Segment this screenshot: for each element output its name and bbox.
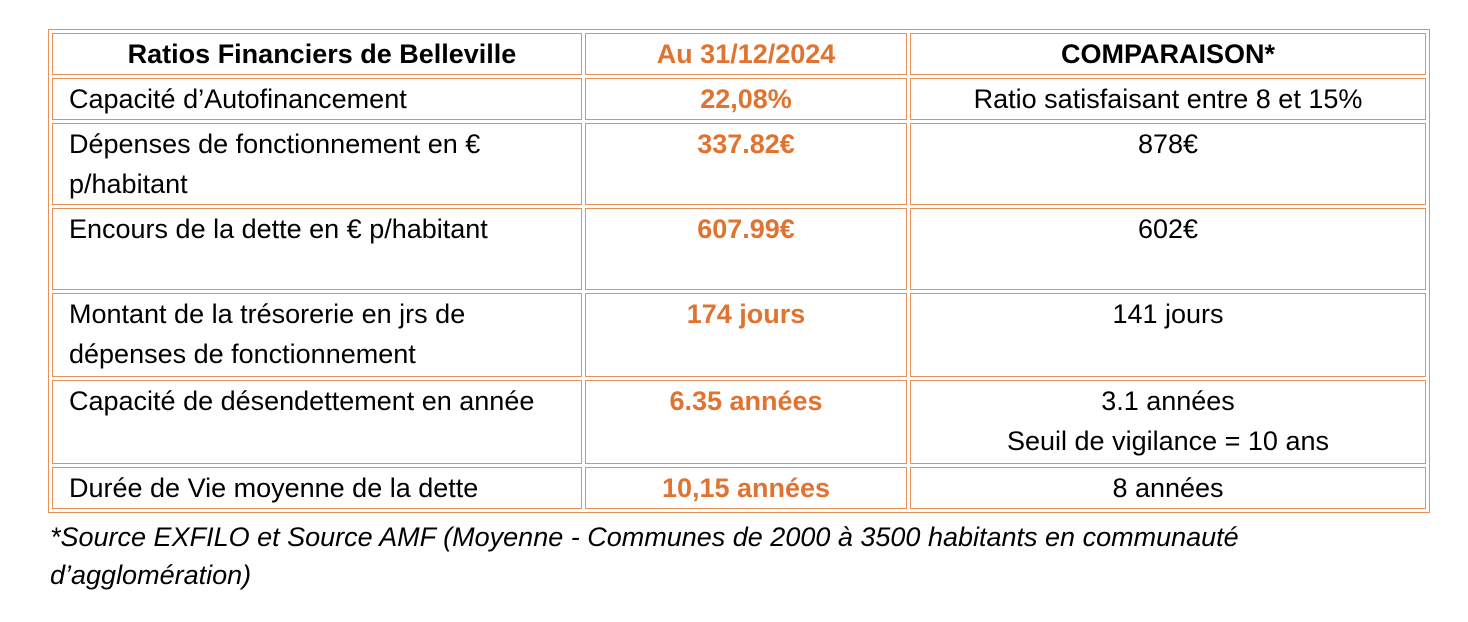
label-cell: Durée de Vie moyenne de la dette: [52, 467, 582, 509]
value-cell: 6.35 années: [585, 380, 907, 464]
row: Durée de Vie moyenne de la dette 10,15 a…: [52, 467, 1426, 509]
comparison-cell: 8 années: [910, 467, 1426, 509]
row: Montant de la trésorerie en jrs de dépen…: [52, 293, 1426, 377]
label-cell: Encours de la dette en € p/habitant: [52, 208, 582, 290]
row: Dépenses de fonctionnement en € p/habita…: [52, 123, 1426, 205]
label-cell: Montant de la trésorerie en jrs de dépen…: [52, 293, 582, 377]
comparison-cell: 141 jours: [910, 293, 1426, 377]
table-container: Ratios Financiers de Belleville Au 31/12…: [48, 29, 1430, 513]
comparison-line: 3.1 années: [1101, 386, 1235, 416]
comparison-line: Seuil de vigilance = 10 ans: [1007, 426, 1329, 456]
header-row: Ratios Financiers de Belleville Au 31/12…: [52, 33, 1426, 75]
header-cell: Ratios Financiers de Belleville: [52, 33, 582, 75]
value-cell: 174 jours: [585, 293, 907, 377]
value-cell: 337.82€: [585, 123, 907, 205]
label-cell: Dépenses de fonctionnement en € p/habita…: [52, 123, 582, 205]
comparison-cell: 3.1 années Seuil de vigilance = 10 ans: [910, 380, 1426, 464]
comparison-cell: 602€: [910, 208, 1426, 290]
row: Encours de la dette en € p/habitant 607.…: [52, 208, 1426, 290]
comparison-cell: 878€: [910, 123, 1426, 205]
row: Capacité d’Autofinancement 22,08% Ratio …: [52, 78, 1426, 120]
label-cell: Capacité d’Autofinancement: [52, 78, 582, 120]
value-cell: 10,15 années: [585, 467, 907, 509]
value-cell: 607.99€: [585, 208, 907, 290]
ratios-table: Ratios Financiers de Belleville Au 31/12…: [48, 29, 1430, 513]
comparison-cell: Ratio satisfaisant entre 8 et 15%: [910, 78, 1426, 120]
value-cell: 22,08%: [585, 78, 907, 120]
header-cell: Au 31/12/2024: [585, 33, 907, 75]
row: Capacité de désendettement en année 6.35…: [52, 380, 1426, 464]
footnote: *Source EXFILO et Source AMF (Moyenne - …: [50, 522, 1239, 590]
header-cell: COMPARAISON*: [910, 33, 1426, 75]
label-cell: Capacité de désendettement en année: [52, 380, 582, 464]
